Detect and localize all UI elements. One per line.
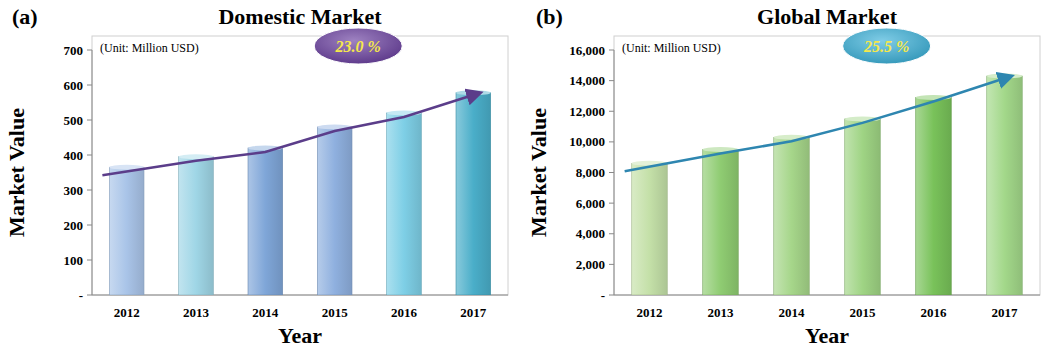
trend-arrow bbox=[102, 93, 480, 176]
y-axis-label: Market Value bbox=[526, 108, 551, 237]
y-tick bbox=[609, 80, 614, 81]
bar bbox=[845, 119, 881, 295]
y-tick-label: - bbox=[79, 288, 83, 303]
panel-label: (b) bbox=[536, 4, 563, 29]
x-tick-label: 2012 bbox=[114, 305, 140, 320]
bar bbox=[248, 148, 283, 295]
x-tick-label: 2015 bbox=[850, 305, 877, 320]
y-tick bbox=[609, 264, 614, 265]
chart-panel: (b) Global Market - 2,000 4,000 6,000 8,000 10,… bbox=[526, 4, 1040, 348]
y-tick-label: 16,000 bbox=[569, 43, 605, 58]
x-tick-label: 2014 bbox=[252, 305, 279, 320]
y-tick-label: 300 bbox=[64, 183, 84, 198]
y-tick-label: 14,000 bbox=[569, 73, 605, 88]
x-tick-label: 2015 bbox=[322, 305, 349, 320]
y-tick bbox=[609, 203, 614, 204]
growth-oval bbox=[843, 28, 931, 64]
growth-label: 23.0 % bbox=[335, 38, 381, 55]
y-tick-label: 700 bbox=[64, 43, 84, 58]
y-axis-line bbox=[92, 50, 93, 295]
bar bbox=[109, 167, 144, 295]
x-tick-label: 2017 bbox=[992, 305, 1019, 320]
x-tick-label: 2016 bbox=[921, 305, 948, 320]
y-tick-label: 10,000 bbox=[569, 134, 605, 149]
x-axis-line bbox=[614, 295, 1040, 296]
y-tick-label: 500 bbox=[64, 113, 84, 128]
chart-panel: (a) Domestic Market - 100 200 300 400 500 600 700… bbox=[4, 4, 508, 348]
x-axis-label: Year bbox=[805, 323, 849, 348]
bar bbox=[703, 150, 739, 295]
y-tick-label: 4,000 bbox=[576, 226, 605, 241]
unit-note: (Unit: Million USD) bbox=[622, 41, 721, 55]
y-tick bbox=[609, 295, 614, 296]
x-tick-label: 2013 bbox=[183, 305, 210, 320]
figure: (a) Domestic Market - 100 200 300 400 500 600 700… bbox=[0, 0, 1056, 355]
y-tick-label: 400 bbox=[64, 148, 84, 163]
chart-title: Global Market bbox=[757, 4, 898, 29]
bar bbox=[987, 76, 1023, 295]
growth-label: 25.5 % bbox=[863, 38, 909, 55]
plot-frame bbox=[614, 36, 1040, 295]
y-tick-label: 100 bbox=[64, 253, 84, 268]
y-tick bbox=[87, 190, 92, 191]
panel-label: (a) bbox=[12, 4, 38, 29]
bar bbox=[916, 97, 952, 295]
y-tick-label: - bbox=[601, 288, 605, 303]
x-axis-label: Year bbox=[278, 323, 322, 348]
y-tick bbox=[87, 50, 92, 51]
chart-title: Domestic Market bbox=[218, 4, 382, 29]
growth-oval bbox=[314, 28, 402, 64]
y-tick bbox=[87, 85, 92, 86]
bar bbox=[317, 127, 352, 295]
y-tick-label: 2,000 bbox=[576, 257, 605, 272]
y-tick bbox=[87, 155, 92, 156]
y-tick-label: 8,000 bbox=[576, 165, 605, 180]
bar bbox=[456, 93, 491, 295]
y-tick bbox=[609, 172, 614, 173]
marks bbox=[632, 74, 1023, 295]
y-tick bbox=[609, 111, 614, 112]
bar bbox=[774, 137, 810, 295]
y-tick-label: 600 bbox=[64, 78, 84, 93]
y-tick-label: 6,000 bbox=[576, 196, 605, 211]
x-tick-label: 2014 bbox=[779, 305, 806, 320]
trend-arrow bbox=[625, 76, 1012, 171]
bar bbox=[387, 113, 422, 295]
x-axis-line bbox=[92, 295, 508, 296]
y-tick bbox=[87, 120, 92, 121]
y-tick bbox=[609, 233, 614, 234]
y-tick-label: 200 bbox=[64, 218, 84, 233]
marks bbox=[109, 90, 490, 295]
x-tick-label: 2017 bbox=[460, 305, 487, 320]
y-tick bbox=[609, 141, 614, 142]
y-axis-label: Market Value bbox=[4, 108, 29, 237]
plot-frame bbox=[92, 36, 508, 295]
x-tick-label: 2016 bbox=[391, 305, 418, 320]
unit-note: (Unit: Million USD) bbox=[100, 41, 199, 55]
y-tick bbox=[609, 50, 614, 51]
y-tick bbox=[87, 225, 92, 226]
bar bbox=[179, 157, 214, 295]
y-tick-label: 12,000 bbox=[569, 104, 605, 119]
x-tick-label: 2013 bbox=[708, 305, 735, 320]
y-tick bbox=[87, 295, 92, 296]
x-tick-label: 2012 bbox=[637, 305, 663, 320]
bar bbox=[632, 163, 668, 295]
y-tick bbox=[87, 260, 92, 261]
